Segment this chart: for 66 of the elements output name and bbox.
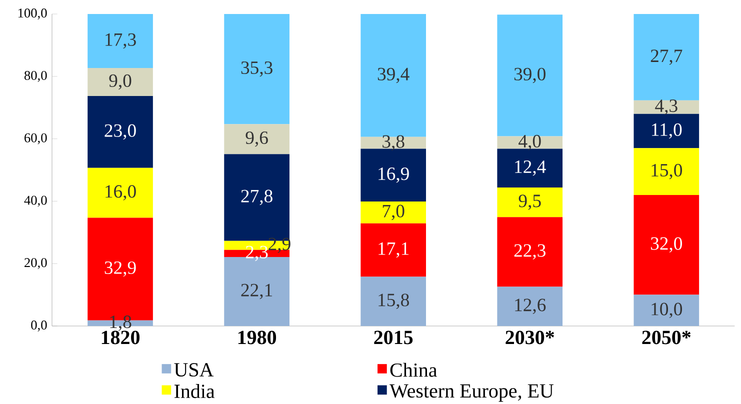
- bar: [634, 100, 700, 114]
- bar: [634, 148, 700, 195]
- data-label: 35,3: [241, 61, 272, 77]
- legend-label: China: [390, 362, 438, 377]
- bar: [497, 217, 563, 287]
- bar: [360, 148, 426, 202]
- bar: [360, 276, 426, 326]
- bar: [88, 168, 153, 218]
- bar: [88, 96, 153, 168]
- legend-label: Western Europe, EU: [390, 384, 554, 402]
- data-label: 23,0: [104, 124, 136, 140]
- x-tick-label: 2030*: [506, 330, 554, 344]
- data-label: 12,6: [515, 298, 546, 314]
- bar: [497, 14, 563, 136]
- bar: [224, 14, 290, 124]
- data-label: 3,8: [382, 135, 404, 150]
- y-tick-label: 80,0: [24, 70, 47, 82]
- bar: [634, 14, 700, 100]
- data-label: 4,3: [655, 100, 678, 115]
- bar: [497, 187, 563, 218]
- data-label: 12,4: [515, 160, 546, 176]
- data-label: 27,7: [650, 50, 682, 65]
- data-label: 16,9: [378, 168, 409, 183]
- bar: [360, 14, 426, 137]
- data-label: 11,0: [652, 123, 682, 139]
- data-label: 9,5: [518, 194, 541, 210]
- y-tick-label: 60,0: [24, 133, 47, 144]
- data-label: 15,0: [652, 164, 682, 180]
- bar: [360, 136, 426, 149]
- x-tick-label: 1820: [102, 330, 140, 344]
- data-label: 17,3: [106, 33, 136, 49]
- data-label: 22,1: [241, 284, 272, 300]
- data-label: 7,0: [382, 204, 404, 220]
- legend-label: USA: [174, 363, 214, 377]
- data-label: 10,0: [652, 302, 682, 318]
- bar: [360, 223, 426, 277]
- bar: [224, 124, 290, 154]
- x-tick-label: 2050*: [642, 330, 691, 344]
- data-label: 27,8: [241, 190, 272, 206]
- y-tick-label: 20,0: [24, 258, 47, 270]
- data-label: 17,1: [378, 242, 409, 258]
- data-label: 39,0: [514, 68, 546, 84]
- bar: [634, 194, 700, 295]
- bar: [497, 148, 563, 188]
- data-label: 4,0: [518, 134, 541, 150]
- x-tick-label: 1980: [238, 330, 276, 344]
- y-tick-label: 40,0: [24, 196, 47, 207]
- x-tick-label: 2015: [374, 330, 413, 344]
- data-label: 9,0: [109, 74, 132, 90]
- bar: [497, 286, 563, 326]
- data-label: 22,3: [514, 244, 546, 260]
- data-label: 16,0: [106, 185, 136, 200]
- data-label: 9,6: [246, 131, 268, 147]
- y-tick-label: 100,0: [18, 8, 47, 20]
- data-label: 32,0: [650, 237, 682, 253]
- bar: [88, 14, 153, 68]
- data-label: 32,9: [104, 261, 136, 277]
- bar: [88, 68, 153, 96]
- data-label: 15,8: [378, 294, 409, 309]
- data-label: 39,4: [378, 68, 410, 84]
- bar: [497, 136, 563, 149]
- bar: [634, 114, 700, 148]
- legend-label: India: [174, 384, 215, 398]
- bar: [360, 202, 426, 224]
- y-tick-label: 0,0: [31, 320, 47, 332]
- bar: [634, 294, 700, 326]
